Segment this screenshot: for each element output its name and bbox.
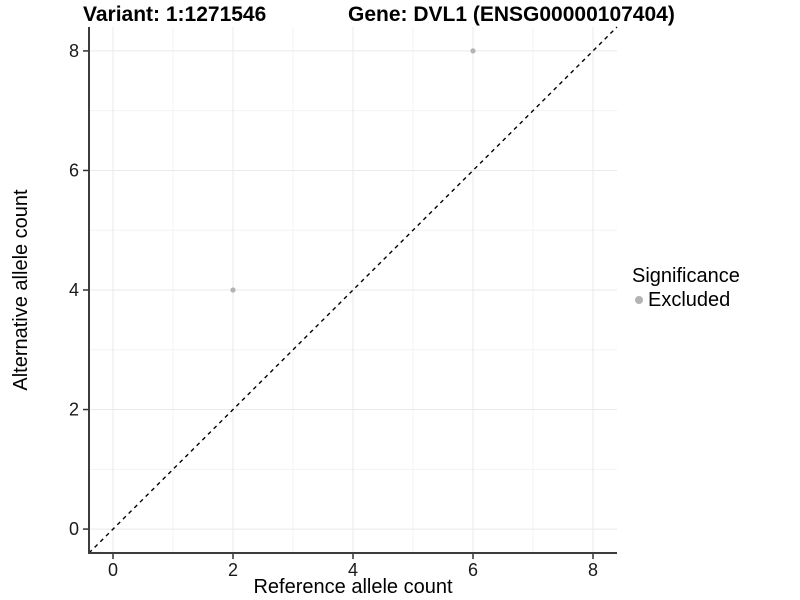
- x-axis-title: Reference allele count: [253, 576, 453, 598]
- x-tick-label: 6: [468, 560, 478, 580]
- data-point: [230, 287, 236, 293]
- legend-title: Significance: [632, 265, 740, 287]
- plot-title-variant: Variant: 1:1271546: [83, 3, 267, 26]
- y-tick-label: 6: [69, 160, 79, 180]
- legend-item-excluded: Excluded: [632, 289, 740, 311]
- x-tick-label: 4: [348, 560, 358, 580]
- data-point: [470, 48, 476, 54]
- y-tick-label: 2: [69, 400, 79, 420]
- plot-title-gene: Gene: DVL1 (ENSG00000107404): [348, 3, 675, 26]
- x-tick-label: 0: [108, 560, 118, 580]
- legend-item-label: Excluded: [648, 289, 731, 311]
- legend: Significance Excluded: [632, 265, 740, 311]
- y-tick-label: 8: [69, 41, 79, 61]
- y-axis-title-text: Alternative allele count: [10, 189, 32, 391]
- y-tick-label: 4: [69, 280, 79, 300]
- x-tick-label: 8: [588, 560, 598, 580]
- y-tick-label: 0: [69, 519, 79, 539]
- legend-point-circle-icon: [635, 296, 643, 304]
- x-tick-label: 2: [228, 560, 238, 580]
